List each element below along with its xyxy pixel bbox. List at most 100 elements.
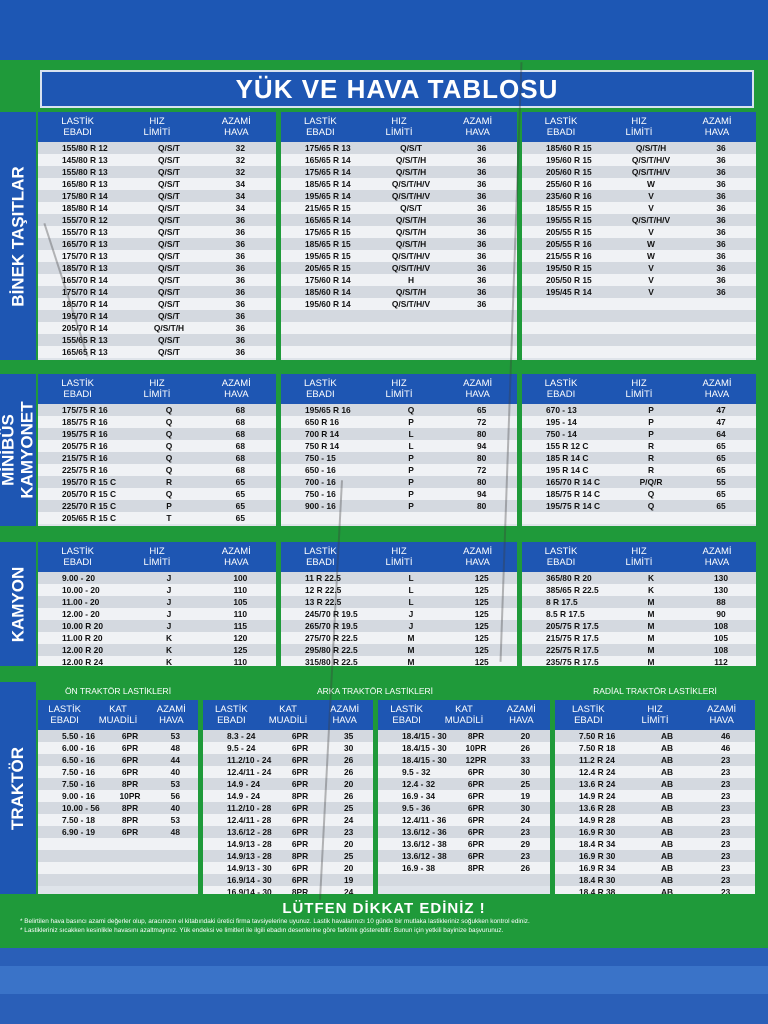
table-row: 195/70 R 14 Q/S/T 36 (38, 310, 276, 322)
header-hiz: HIZ LİMİTİ (625, 378, 653, 400)
cell-size: 175/65 R 14 (305, 167, 351, 177)
cell-size: 185/70 R 13 (62, 263, 108, 273)
header-ebat: LASTİK EBADI (48, 704, 82, 726)
cell-size: 185/65 R 14 (305, 179, 351, 189)
cell-size: 13.6/12 - 28 (227, 827, 272, 837)
table-row: 13.6 R 24 AB 23 (555, 778, 755, 790)
cell-pressure: 26 (520, 743, 530, 753)
cell-pressure: 53 (170, 815, 180, 825)
table-row: 13.6/12 - 36 6PR 23 (378, 826, 550, 838)
binek-panel-3: LASTİK EBADI HIZ LİMİTİ AZAMİ HAVA 185/60 R… (522, 112, 756, 360)
cell-limit: K (165, 657, 173, 666)
cell-limit: P (408, 477, 414, 487)
cell-pressure: 20 (344, 839, 354, 849)
empty-row (38, 850, 198, 862)
cell-pressure: 25 (344, 851, 354, 861)
table-row: 195/65 R 15 Q/S/T/H/V 36 (281, 250, 517, 262)
table-row: 14.9/13 - 30 6PR 20 (203, 862, 373, 874)
cell-size: 155/80 R 13 (62, 167, 108, 177)
cell-size: 195/75 R 14 C (546, 501, 601, 511)
header-hiz: HIZ LİMİTİ (625, 546, 653, 568)
cell-size: 6.90 - 19 (62, 827, 96, 837)
table-row: 195/65 R 14 Q/S/T/H/V 36 (281, 190, 517, 202)
cell-limit: V (648, 263, 654, 273)
cell-size: 195/70 R 15 C (62, 477, 117, 487)
cell-size: 14.9 R 28 (579, 815, 616, 825)
table-row: 215/55 R 16 W 36 (522, 250, 756, 262)
table-row: 175/70 R 13 Q/S/T 36 (38, 250, 276, 262)
cell-limit: M (647, 609, 655, 619)
table-row: 165/70 R 14 Q/S/T 36 (38, 274, 276, 286)
cell-limit: P (648, 417, 654, 427)
cell-size: 11.00 - 20 (62, 597, 100, 607)
cell-pressure: 72 (477, 465, 487, 475)
cell-pressure: 36 (477, 215, 487, 225)
table-row: 13.6/12 - 28 6PR 23 (203, 826, 373, 838)
cell-limit: L (408, 573, 414, 583)
cell-limit: 6PR (121, 731, 139, 741)
cell-size: 225/75 R 16 (62, 465, 108, 475)
table-row: 225/75 R 17.5 M 108 (522, 644, 756, 656)
cell-size: 195/60 R 15 (546, 155, 592, 165)
panel-body: 11 R 22.5 L 125 12 R 22.5 L 125 13 R 22.5 L 125 2… (281, 572, 517, 666)
cell-size: 12.4/11 - 28 (227, 815, 272, 825)
cell-size: 16.9 R 30 (579, 827, 616, 837)
cell-size: 9.5 - 36 (402, 803, 431, 813)
cell-limit: Q/S/T/H/V (631, 155, 671, 165)
cell-limit: J (166, 597, 172, 607)
cell-pressure: 36 (477, 143, 487, 153)
cell-size: 12 R 22.5 (305, 585, 342, 595)
cell-pressure: 36 (716, 275, 726, 285)
table-row: 175/75 R 16 Q 68 (38, 404, 276, 416)
category-kamyon-label: KAMYON (8, 566, 28, 642)
cell-limit: W (647, 251, 655, 261)
cell-pressure: 32 (235, 155, 245, 165)
cell-pressure: 23 (721, 803, 731, 813)
panel-header: LASTİK EBADI HIZ LİMİTİ AZAMİ HAVA (281, 112, 517, 142)
table-row: 185/70 R 13 Q/S/T 36 (38, 262, 276, 274)
cell-size: 295/80 R 22.5 (305, 645, 358, 655)
cell-size: 175/80 R 14 (62, 191, 108, 201)
panel-body: 5.50 - 16 6PR 53 6.00 - 16 6PR 48 6.50 - 16 6PR… (38, 730, 198, 886)
empty-row (522, 310, 756, 322)
cell-limit: V (648, 203, 654, 213)
cell-pressure: 36 (716, 167, 726, 177)
cell-pressure: 36 (716, 287, 726, 297)
panel-header: LASTİK EBADI HIZ LİMİTİ AZAMİ HAVA (281, 542, 517, 572)
table-row: 195/60 R 14 Q/S/T/H/V 36 (281, 298, 517, 310)
table-row: 185/70 R 14 Q/S/T 36 (38, 298, 276, 310)
cell-size: 145/80 R 13 (62, 155, 108, 165)
table-row: 205/70 R 14 Q/S/T/H 36 (38, 322, 276, 334)
empty-row (378, 874, 550, 886)
cell-limit: V (648, 227, 654, 237)
cell-pressure: 36 (235, 227, 245, 237)
table-row: 145/80 R 13 Q/S/T 32 (38, 154, 276, 166)
cell-pressure: 65 (235, 489, 245, 499)
table-row: 195/75 R 16 Q 68 (38, 428, 276, 440)
table-row: 315/80 R 22.5 M 125 (281, 656, 517, 666)
header-ebat: LASTİK EBADI (544, 546, 578, 568)
table-row: 18.4 R 30 AB 23 (555, 874, 755, 886)
cell-pressure: 94 (477, 441, 487, 451)
cell-size: 245/70 R 19.5 (305, 609, 358, 619)
cell-size: 11.2/10 - 28 (227, 803, 272, 813)
cell-size: 175/65 R 13 (305, 143, 351, 153)
table-row: 205/50 R 15 V 36 (522, 274, 756, 286)
table-row: 245/70 R 19.5 J 125 (281, 608, 517, 620)
table-row: 11.00 - 20 J 105 (38, 596, 276, 608)
panel-body: 9.00 - 20 J 100 10.00 - 20 J 110 11.00 - 20 J 10… (38, 572, 276, 666)
table-row: 225/70 R 15 C P 65 (38, 500, 276, 512)
traktor-on-panel: LASTİK EBADI KAT MUADİLİ AZAMİ HAVA 5.50 - … (38, 700, 198, 894)
cell-size: 14.9 - 24 (227, 779, 261, 789)
table-row: 650 - 16 P 72 (281, 464, 517, 476)
table-row: 5.50 - 16 6PR 53 (38, 730, 198, 742)
table-row: 195/55 R 15 Q/S/T/H/V 36 (522, 214, 756, 226)
cell-pressure: 26 (520, 863, 530, 873)
cell-size: 750 - 16 (305, 489, 336, 499)
cell-size: 16.9 - 34 (402, 791, 436, 801)
cell-pressure: 36 (716, 191, 726, 201)
table-row: 7.50 - 16 8PR 53 (38, 778, 198, 790)
cell-limit: AB (660, 803, 674, 813)
table-row: 195 R 14 C R 65 (522, 464, 756, 476)
cell-size: 185/60 R 14 (305, 287, 351, 297)
